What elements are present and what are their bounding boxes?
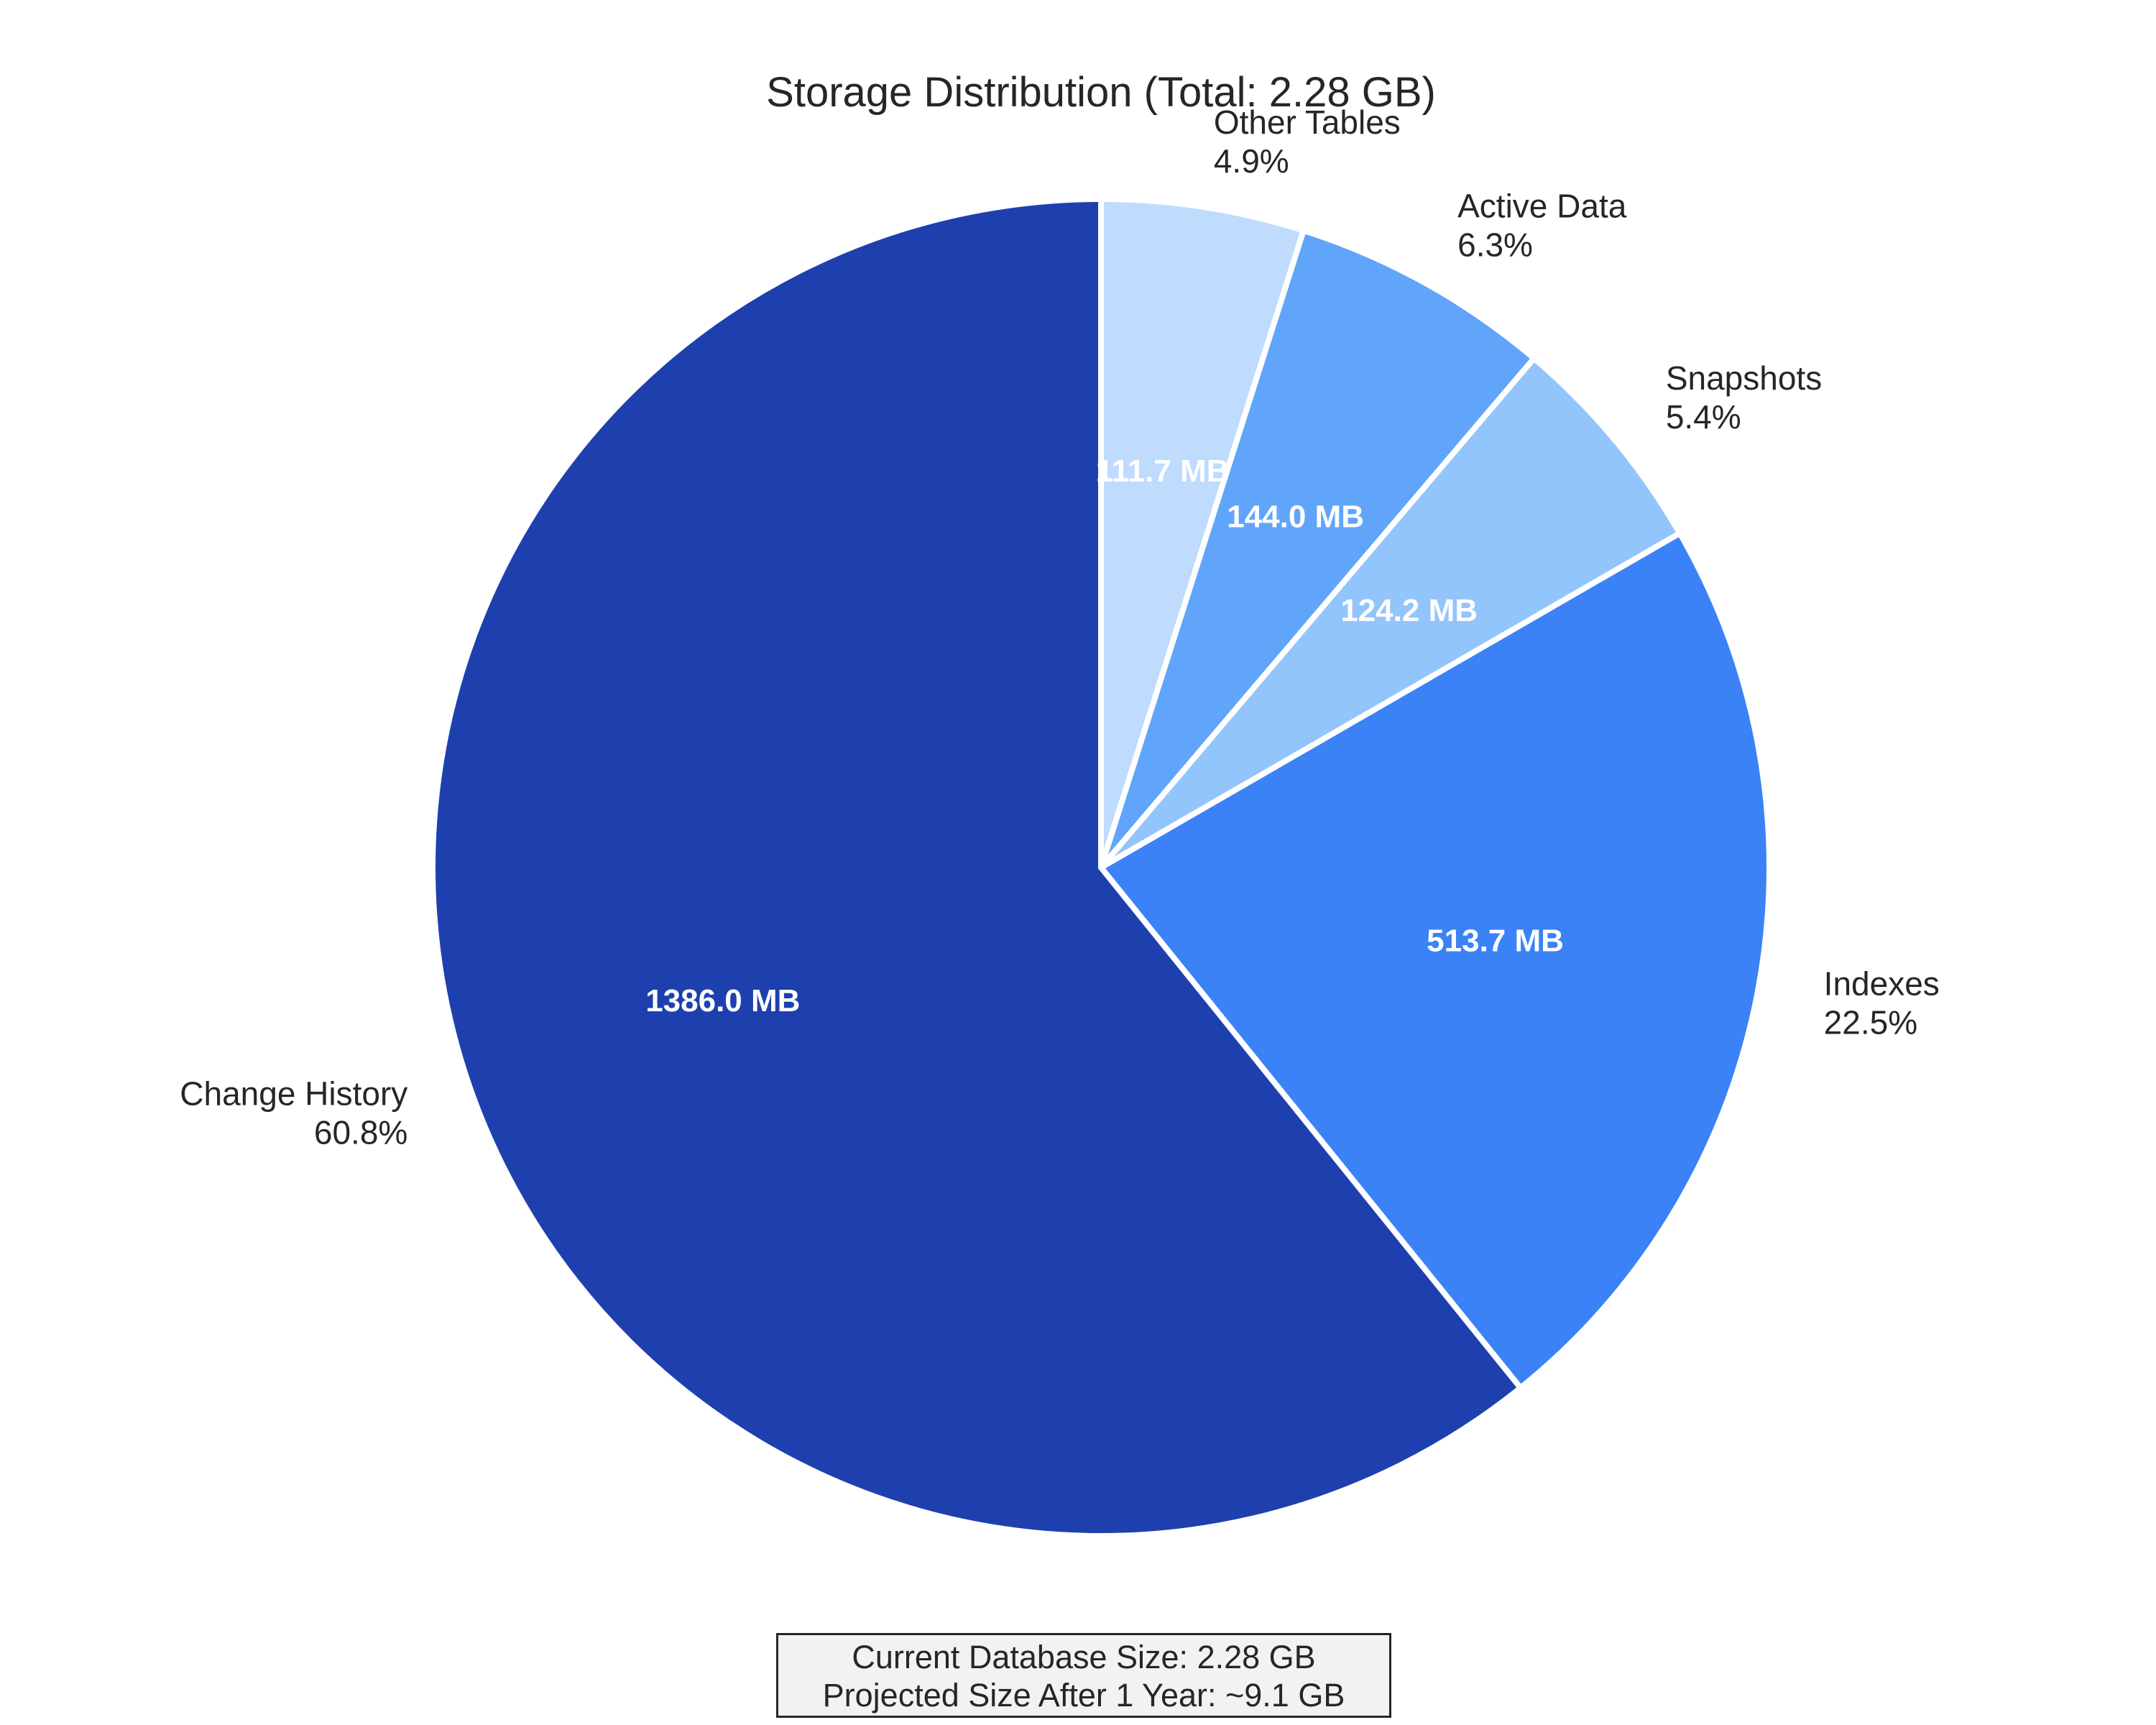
pie-slices	[430, 196, 1772, 1539]
category-percent: 22.5%	[1824, 1003, 1917, 1041]
value-label-indexes: 513.7 MB	[1427, 924, 1564, 959]
category-name: Change History	[180, 1075, 407, 1112]
pie-slice-snapshots	[1098, 355, 1683, 870]
category-label-snapshots: Snapshots 5.4%	[1666, 359, 1822, 436]
category-label-indexes: Indexes 22.5%	[1824, 965, 1940, 1041]
category-name: Indexes	[1824, 965, 1940, 1002]
category-percent: 5.4%	[1666, 398, 1741, 436]
category-label-change-history: Change History 60.8%	[180, 1075, 407, 1151]
pie-slice-indexes	[1098, 530, 1772, 1391]
pie-value-labels: 111.7 MB 144.0 MB 124.2 MB 513.7 MB 1386.0 M…	[645, 454, 1564, 1018]
category-name: Other Tables	[1214, 104, 1401, 141]
category-label-other-tables: Other Tables 4.9%	[1214, 104, 1401, 180]
pie-slice-active-data	[1098, 227, 1537, 870]
pie-category-labels: Other Tables 4.9% Active Data 6.3% Snapshots…	[180, 104, 1940, 1151]
value-label-change-history: 1386.0 MB	[645, 983, 800, 1018]
database-size-summary-box: Current Database Size: 2.28 GB Projected…	[776, 1633, 1391, 1718]
value-label-active-data: 144.0 MB	[1227, 500, 1364, 535]
category-name: Active Data	[1457, 187, 1627, 224]
category-name: Snapshots	[1666, 359, 1822, 397]
chart-title: Storage Distribution (Total: 2.28 GB)	[766, 69, 1436, 116]
pie-slice-change-history	[430, 196, 1524, 1539]
value-label-other-tables: 111.7 MB	[1096, 454, 1230, 489]
category-percent: 60.8%	[314, 1113, 407, 1151]
category-label-active-data: Active Data 6.3%	[1457, 187, 1627, 263]
current-size-text: Current Database Size: 2.28 GB	[852, 1639, 1316, 1675]
category-percent: 6.3%	[1457, 226, 1533, 263]
value-label-snapshots: 124.2 MB	[1340, 593, 1478, 628]
category-percent: 4.9%	[1214, 142, 1289, 180]
projected-size-text: Projected Size After 1 Year: ~9.1 GB	[822, 1677, 1345, 1714]
